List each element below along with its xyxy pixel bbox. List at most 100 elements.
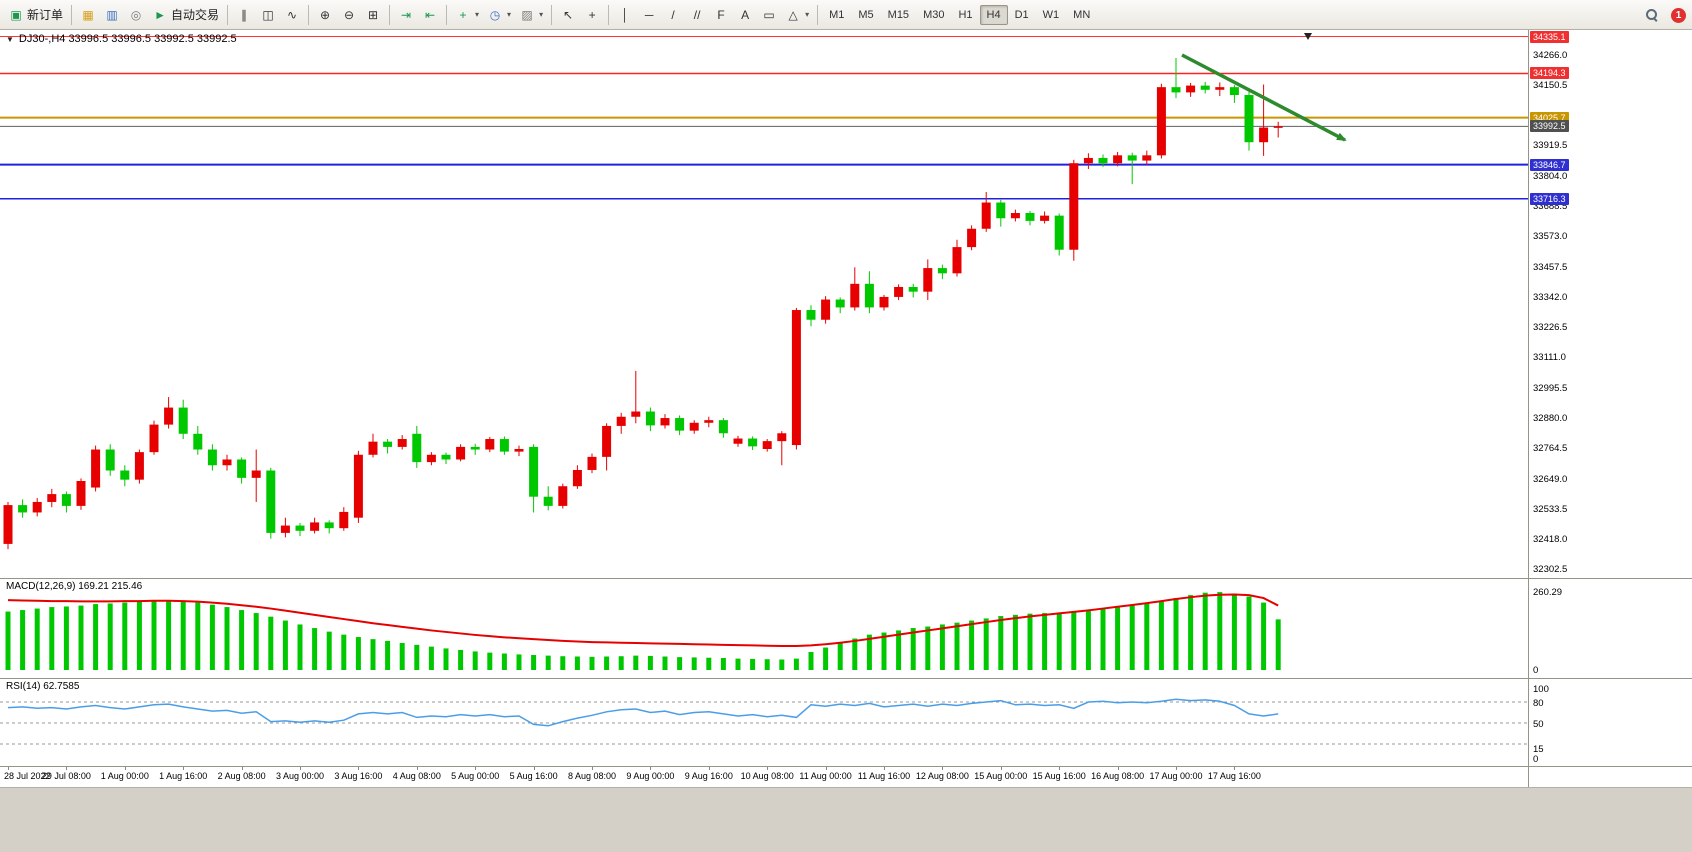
macd-histogram-bar [501,653,507,670]
template-icon: ▨ [521,7,533,22]
time-axis-label: 11 Aug 16:00 [857,771,911,781]
macd-histogram-bar [998,616,1004,670]
crosshair-button[interactable]: + [580,4,604,26]
macd-histogram-bar [224,607,230,670]
macd-canvas[interactable] [0,578,1528,678]
search-icon[interactable] [1645,8,1659,22]
candle [748,436,758,451]
macd-histogram-bar [472,651,478,670]
timeframe-m30[interactable]: M30 [923,8,945,21]
macd-histogram-bar [954,622,960,670]
vertical-line-icon: │ [621,7,629,22]
notification-badge[interactable]: 1 [1671,7,1686,23]
chart-shift-button[interactable]: ⇤ [418,4,442,26]
dropdown-arrow-icon[interactable]: ▾ [475,10,480,19]
macd-histogram-bar [136,601,142,670]
label-button[interactable]: ▭ [757,4,781,26]
zoom-out-button[interactable]: ⊖ [337,4,361,26]
auto-scroll-button[interactable]: ⇥ [394,4,418,26]
candle [689,420,699,434]
candle [412,425,422,468]
macd-panel-separator[interactable] [0,578,1692,579]
price-axis-label: 34150.5 [1533,79,1568,91]
channel-button[interactable]: // [685,4,709,26]
candle [718,418,728,438]
candle [499,436,509,455]
time-axis-tick [942,766,944,770]
macd-histogram-bar [983,618,989,670]
candle [806,305,816,327]
timeframe-h4[interactable]: H4 [979,4,1008,25]
rsi-axis-label: 80 [1533,698,1544,709]
market-watch-button[interactable]: ▦ [76,4,100,26]
macd-histogram-bar [1202,592,1208,670]
timeframe-toolbar: M1 M5 M15 M30 H1 H4 D1 W1 MN [822,4,1097,25]
candle [894,284,904,301]
macd-histogram-bar [1188,595,1194,670]
timeframe-m1[interactable]: M1 [829,8,845,21]
macd-histogram-bar [1173,598,1179,670]
timeframe-mn[interactable]: MN [1073,8,1091,21]
candle [310,517,320,534]
text-button[interactable]: A [733,4,757,26]
time-axis-tick [475,766,477,770]
zoom-in-button[interactable]: ⊕ [313,4,337,26]
time-axis-tick [884,766,885,770]
timeframe-m5[interactable]: M5 [858,8,874,21]
autotrade-button[interactable]: ► 自动交易 [148,4,223,26]
timeframe-h1[interactable]: H1 [958,8,973,21]
macd-axis-label: 0 [1533,665,1539,676]
toolbar-separator [308,4,310,25]
candle [324,520,334,534]
time-axis-label: 11 Aug 00:00 [799,771,852,781]
horizontal-line-button[interactable]: ─ [637,4,661,26]
fibonacci-button[interactable]: F [709,4,733,26]
price-axis-label: 33688.5 [1533,201,1568,213]
candle [178,399,188,440]
data-window-button[interactable]: ▥ [100,4,124,26]
macd-histogram-bar [107,603,113,670]
timeframe-m15[interactable]: M15 [887,8,910,21]
shapes-button[interactable]: △ ▾ [781,4,813,26]
dropdown-arrow-icon[interactable]: ▾ [805,10,810,19]
periods-button[interactable]: ◷ ▾ [483,4,515,26]
candle [558,483,568,509]
line-chart-button[interactable]: ∿ [280,4,304,26]
add-indicator-icon: + [459,7,467,22]
candlestick-chart-button[interactable]: ◫ [256,4,280,26]
time-axis-tick [1117,766,1119,770]
macd-histogram-bar [1100,607,1106,670]
timeframe-d1[interactable]: D1 [1014,8,1029,21]
zoom-out-icon: ⊖ [344,7,355,22]
price-badge-33716: 33716.3 [1530,192,1569,205]
cursor-button[interactable]: ↖ [556,4,580,26]
candle [3,501,13,550]
rsi-canvas[interactable] [0,678,1528,766]
macd-histogram-bar [1275,619,1281,670]
trendline-button[interactable]: / [661,4,685,26]
main-chart-canvas[interactable] [0,30,1528,578]
time-axis-label: 4 Aug 08:00 [392,771,441,781]
navigator-button[interactable]: ◎ [124,4,148,26]
time-axis[interactable]: 28 Jul 2022 29 Jul 08:00 1 Aug 00:00 1 Aug … [0,766,1528,787]
new-order-button[interactable]: ▣ 新订单 [4,4,67,26]
symbol-dropdown-marker-icon[interactable]: ▼ [6,34,14,44]
macd-histogram-bar [1012,614,1018,670]
dropdown-arrow-icon[interactable]: ▾ [507,10,512,19]
timeframe-w1[interactable]: W1 [1042,8,1060,21]
bar-chart-button[interactable]: ∥ [232,4,256,26]
time-axis-tick [241,766,243,770]
line-chart-icon: ∿ [287,7,298,22]
candle [76,478,86,510]
candle [1142,150,1152,166]
rsi-panel-separator[interactable] [0,678,1692,679]
trend-arrow-annotation[interactable] [1181,53,1347,142]
time-axis-label: 17 Aug 16:00 [1207,771,1261,781]
dropdown-arrow-icon[interactable]: ▾ [539,10,544,19]
tile-windows-button[interactable]: ⊞ [361,4,385,26]
vertical-line-button[interactable]: │ [613,4,637,26]
candle [193,425,203,455]
candle [1054,213,1064,256]
templates-button[interactable]: ▨ ▾ [515,4,547,26]
indicators-button[interactable]: + ▾ [451,4,483,26]
